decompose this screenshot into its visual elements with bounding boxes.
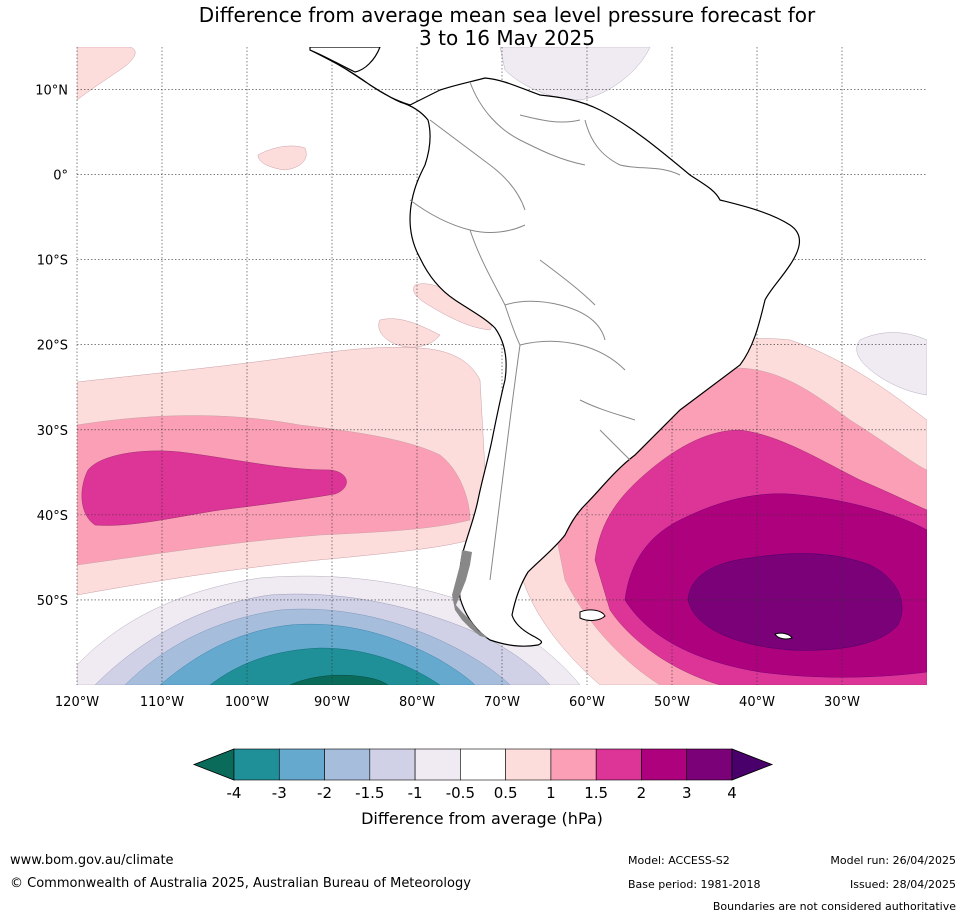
chile-archipelago <box>452 550 488 638</box>
anomaly-band-0.5-1-pacific-north <box>378 318 441 348</box>
colorbar: -4 -3 -2 -1.5 -1 -0.5 0.5 1 1.5 2 3 4 <box>192 748 774 802</box>
longitude-label: 110°W <box>140 695 184 710</box>
anomaly-band-neg-4 <box>289 674 389 685</box>
longitude-labels: 120°W 110°W 100°W 90°W 80°W 70°W 60°W 50°W 40°W 3… <box>55 695 860 710</box>
colorbar-tick-label: -1.5 <box>355 784 384 802</box>
colorbar-swatch <box>505 748 552 781</box>
latitude-labels: 10°N 0° 10°S 20°S 30°S 40°S 50°S <box>35 84 68 609</box>
colorbar-tick-label: -1 <box>408 784 423 802</box>
colorbar-swatch <box>278 748 325 781</box>
colorbar-tick-label: -2 <box>317 784 332 802</box>
colorbar-tick-label: 1 <box>546 784 556 802</box>
colorbar-swatch <box>641 748 688 781</box>
latitude-label: 10°N <box>35 84 68 99</box>
colorbar-swatch <box>686 748 733 781</box>
colorbar-tick-label: -3 <box>272 784 287 802</box>
longitude-label: 60°W <box>569 695 605 710</box>
anomaly-blob-equatorial <box>257 145 307 171</box>
colorbar-swatch <box>369 748 416 781</box>
colorbar-tick-label: 3 <box>682 784 692 802</box>
longitude-label: 70°W <box>484 695 520 710</box>
disclaimer-text: Boundaries are not considered authoritat… <box>712 900 956 913</box>
colorbar-tick-label: 1.5 <box>584 784 608 802</box>
longitude-label: 120°W <box>55 695 99 710</box>
anomaly-band-3-4-atlantic <box>687 553 903 651</box>
anomaly-blob-nw-pacific <box>77 47 136 101</box>
latitude-label: 30°S <box>37 424 68 439</box>
colorbar-swatch <box>595 748 642 781</box>
website-link[interactable]: www.bom.gov.au/climate <box>10 853 174 868</box>
latitude-label: 20°S <box>37 339 68 354</box>
longitude-label: 100°W <box>225 695 269 710</box>
longitude-label: 90°W <box>314 695 350 710</box>
colorbar-swatch <box>460 748 506 781</box>
colorbar-arrow-high <box>731 748 774 781</box>
map-title-line2: 3 to 16 May 2025 <box>419 26 595 50</box>
colorbar-tick-label: 2 <box>637 784 647 802</box>
south-america-outline <box>309 49 800 647</box>
colorbar-tick-label: -0.5 <box>446 784 475 802</box>
land <box>309 47 800 647</box>
colorbar-tick-label: -4 <box>227 784 242 802</box>
longitude-label: 40°W <box>739 695 775 710</box>
model-run-text: Model run: 26/04/2025 <box>830 854 956 867</box>
base-period-text: Base period: 1981-2018 <box>628 878 761 891</box>
latitude-label: 50°S <box>37 594 68 609</box>
anomaly-blob-caribbean <box>499 47 651 101</box>
latitude-label: 10°S <box>37 254 68 269</box>
colorbar-label: Difference from average (hPa) <box>361 809 603 828</box>
latitude-label: 40°S <box>37 509 68 524</box>
anomaly-band-neg-3 <box>209 647 441 685</box>
colorbar-arrow-low <box>192 748 235 781</box>
map-title-line1: Difference from average mean sea level p… <box>198 3 816 27</box>
copyright-text: © Commonwealth of Australia 2025, Austra… <box>10 876 471 891</box>
map-title: Difference from average mean sea level p… <box>0 4 965 50</box>
colorbar-swatch <box>324 748 371 781</box>
central-america-outline <box>309 47 381 73</box>
longitude-label: 30°W <box>824 695 860 710</box>
anomaly-blob-south-atlantic <box>856 332 927 396</box>
country-boundaries <box>409 81 681 581</box>
issued-text: Issued: 28/04/2025 <box>849 878 956 891</box>
colorbar-swatch <box>550 748 597 781</box>
south-georgia <box>774 632 793 640</box>
model-text: Model: ACCESS-S2 <box>628 854 730 867</box>
anomaly-field <box>77 47 927 685</box>
longitude-label: 50°W <box>654 695 690 710</box>
colorbar-swatch <box>233 748 280 781</box>
falkland-islands <box>579 609 606 621</box>
colorbar-swatch <box>414 748 461 781</box>
colorbar-tick-label: 4 <box>727 784 737 802</box>
latitude-label: 0° <box>53 169 68 184</box>
anomaly-band-1.5-2-pacific <box>81 450 347 526</box>
longitude-label: 80°W <box>399 695 435 710</box>
colorbar-tick-label: 0.5 <box>494 784 518 802</box>
